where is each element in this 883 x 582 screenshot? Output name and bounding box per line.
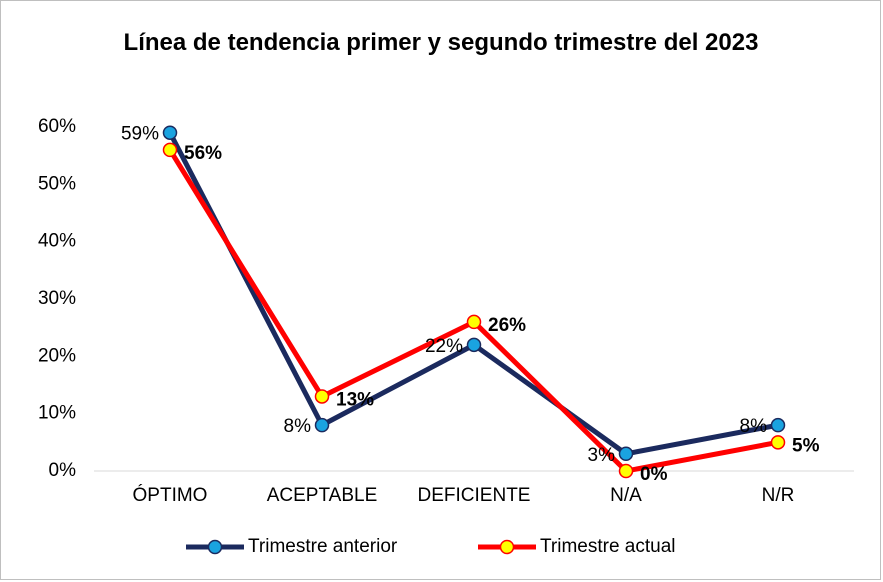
y-tick-label: 20%: [38, 345, 76, 366]
data-label: 8%: [284, 416, 312, 437]
data-point: [770, 417, 786, 433]
x-tick-label: ÓPTIMO: [133, 484, 208, 506]
data-point: [466, 314, 482, 330]
y-tick-label: 50%: [38, 173, 76, 194]
data-label: 26%: [488, 315, 526, 336]
legend-marker: [499, 539, 515, 555]
data-point: [314, 417, 330, 433]
y-tick-label: 60%: [38, 116, 76, 137]
data-label: 0%: [640, 464, 668, 485]
legend-label: Trimestre anterior: [248, 536, 398, 557]
data-point: [162, 142, 178, 158]
data-point: [314, 389, 330, 404]
legend-label: Trimestre actual: [540, 536, 676, 557]
data-label: 22%: [425, 336, 463, 357]
data-label: 5%: [792, 435, 820, 456]
y-tick-label: 0%: [49, 460, 77, 481]
data-point: [770, 435, 786, 450]
data-label: 13%: [336, 389, 374, 410]
data-point: [466, 337, 482, 353]
y-tick-label: 40%: [38, 231, 76, 252]
x-tick-label: ACEPTABLE: [267, 485, 378, 506]
data-point: [618, 446, 634, 462]
x-tick-label: N/A: [610, 485, 642, 506]
y-tick-label: 30%: [38, 288, 76, 309]
x-tick-label: DEFICIENTE: [418, 485, 531, 506]
data-label: 59%: [121, 124, 159, 145]
data-point: [162, 125, 178, 140]
chart-title: Línea de tendencia primer y segundo trim…: [123, 29, 759, 56]
data-label: 8%: [740, 416, 768, 437]
data-point: [618, 463, 634, 479]
legend-marker: [207, 539, 223, 555]
x-tick-label: N/R: [762, 485, 795, 506]
y-tick-label: 10%: [38, 403, 76, 424]
data-label: 3%: [588, 445, 616, 466]
data-label: 56%: [184, 143, 222, 164]
